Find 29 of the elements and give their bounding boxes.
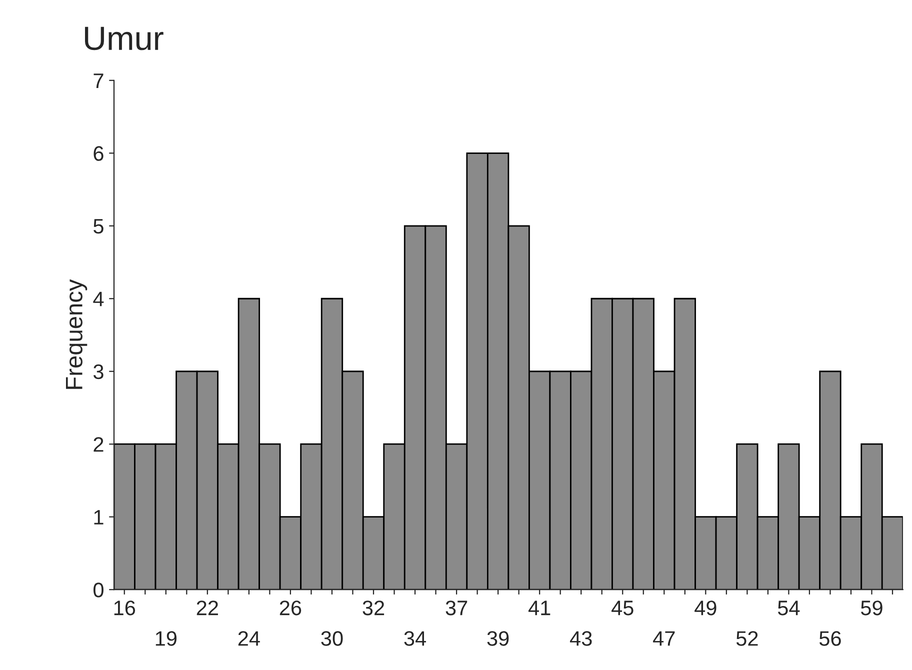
y-tick-label: 4 bbox=[93, 292, 104, 306]
x-tick-label: 24 bbox=[238, 631, 260, 646]
x-tick-label: 19 bbox=[156, 631, 176, 646]
x-tick-label: 16 bbox=[114, 600, 136, 616]
y-tick-label: 2 bbox=[94, 437, 104, 452]
x-tick-label: 54 bbox=[778, 600, 800, 616]
y-tick-label: 0 bbox=[94, 582, 104, 598]
y-tick-label: 3 bbox=[93, 364, 104, 380]
x-tick-label: 56 bbox=[819, 631, 841, 646]
y-axis-title: Frequency bbox=[66, 279, 88, 389]
x-tick-label: 26 bbox=[280, 600, 302, 616]
x-tick-label: 22 bbox=[196, 600, 218, 616]
y-tick-label: 5 bbox=[94, 219, 104, 234]
x-tick-label: 41 bbox=[528, 600, 550, 616]
x-tick-label: 30 bbox=[321, 631, 343, 646]
x-tick-label: 49 bbox=[694, 600, 716, 616]
x-tick-label: 43 bbox=[570, 631, 592, 646]
x-tick-label: 52 bbox=[736, 631, 758, 646]
x-tick-label: 47 bbox=[653, 631, 675, 646]
x-tick-label: 37 bbox=[446, 600, 468, 616]
x-tick-label: 59 bbox=[860, 600, 882, 616]
x-tick-label: 45 bbox=[612, 600, 634, 616]
chart-title: Umur bbox=[85, 26, 164, 50]
y-tick-label: 6 bbox=[94, 146, 104, 161]
y-tick-label: 7 bbox=[94, 74, 104, 88]
x-tick-label: 32 bbox=[362, 600, 384, 616]
x-tick-label: 34 bbox=[404, 631, 426, 646]
x-tick-label: 39 bbox=[487, 631, 509, 646]
y-tick-label: 1 bbox=[94, 510, 104, 524]
